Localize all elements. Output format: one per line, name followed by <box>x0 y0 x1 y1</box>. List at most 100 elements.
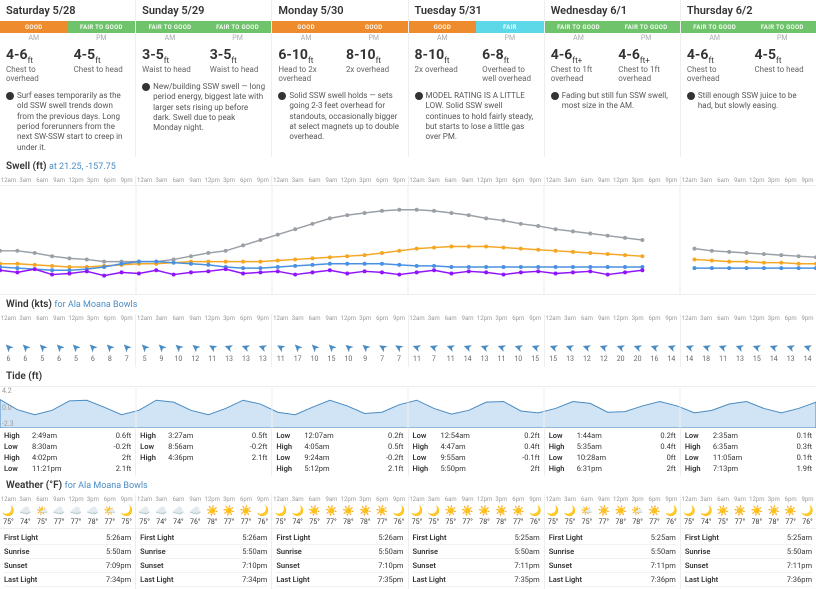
weather-cell[interactable]: 🌤️77° <box>101 506 118 526</box>
weather-cell[interactable]: 🌤️75° <box>578 506 595 526</box>
wind-cell[interactable]: ➤10 <box>306 341 323 363</box>
wind-cell[interactable]: ➤7 <box>118 341 135 363</box>
wind-cell[interactable]: ➤15 <box>748 341 765 363</box>
weather-cell[interactable]: ☀️77° <box>510 506 527 526</box>
weather-cell[interactable]: ☁️74° <box>153 506 170 526</box>
weather-cell[interactable]: 🌙75° <box>409 506 426 526</box>
wind-cell[interactable]: ➤11 <box>442 341 459 363</box>
wind-cell[interactable]: ➤5 <box>136 341 153 363</box>
wind-cell[interactable]: ➤14 <box>459 341 476 363</box>
weather-cell[interactable]: 🌙76° <box>527 506 544 526</box>
wind-cell[interactable]: ➤14 <box>799 341 816 363</box>
weather-cell[interactable]: ☀️78° <box>612 506 629 526</box>
weather-cell[interactable]: ☀️77° <box>459 506 476 526</box>
wind-cell[interactable]: ➤12 <box>187 341 204 363</box>
weather-cell[interactable]: 🌙75° <box>562 506 579 526</box>
weather-cell[interactable]: ☀️75° <box>306 506 323 526</box>
weather-cell[interactable]: ☁️78° <box>84 506 101 526</box>
wind-cell[interactable]: ➤13 <box>476 341 493 363</box>
weather-cell[interactable]: ☁️77° <box>68 506 85 526</box>
weather-cell[interactable]: ☁️74° <box>17 506 34 526</box>
weather-cell[interactable]: ☁️76° <box>187 506 204 526</box>
weather-cell[interactable]: 🌙75° <box>681 506 698 526</box>
tide-chart[interactable]: 4.20.0-2.3 <box>0 386 816 428</box>
wind-cell[interactable]: ➤6 <box>0 341 17 363</box>
wind-cell[interactable]: ➤16 <box>646 341 663 363</box>
wind-cell[interactable]: ➤11 <box>715 341 732 363</box>
wind-cell[interactable]: ➤6 <box>84 341 101 363</box>
wind-cell[interactable]: ➤5 <box>34 341 51 363</box>
weather-cell[interactable]: 🌙74° <box>698 506 715 526</box>
wind-cell[interactable]: ➤9 <box>153 341 170 363</box>
swell-chart[interactable] <box>0 185 816 295</box>
wind-cell[interactable]: ➤13 <box>562 341 579 363</box>
weather-cell[interactable]: ☀️78° <box>765 506 782 526</box>
weather-cell[interactable]: ☁️75° <box>136 506 153 526</box>
weather-cell[interactable]: 🌙75° <box>0 506 17 526</box>
wind-cell[interactable]: ➤6 <box>51 341 68 363</box>
weather-cell[interactable]: 🌤️78° <box>629 506 646 526</box>
wind-cell[interactable]: ➤20 <box>612 341 629 363</box>
wind-cell[interactable]: ➤12 <box>595 341 612 363</box>
wind-cell[interactable]: ➤13 <box>238 341 255 363</box>
wind-cell[interactable]: ➤17 <box>289 341 306 363</box>
weather-cell[interactable]: 🌙74° <box>289 506 306 526</box>
weather-cell[interactable]: ☀️78° <box>476 506 493 526</box>
wind-arrow-icon: ➤ <box>529 340 542 355</box>
wind-cell[interactable]: ➤15 <box>323 341 340 363</box>
wind-cell[interactable]: ➤14 <box>765 341 782 363</box>
weather-cell[interactable]: ☀️77° <box>238 506 255 526</box>
weather-cell[interactable]: 🌤️75° <box>34 506 51 526</box>
weather-cell[interactable]: ☀️78° <box>493 506 510 526</box>
wind-cell[interactable]: ➤18 <box>698 341 715 363</box>
weather-cell[interactable]: ☀️78° <box>204 506 221 526</box>
wind-cell[interactable]: ➤11 <box>493 341 510 363</box>
wind-cell[interactable]: ➤7 <box>374 341 391 363</box>
wind-cell[interactable]: ➤8 <box>101 341 118 363</box>
wind-cell[interactable]: ➤11 <box>272 341 289 363</box>
weather-cell[interactable]: 🌙75° <box>425 506 442 526</box>
weather-cell[interactable]: ☀️77° <box>732 506 749 526</box>
weather-cell[interactable]: ☀️77° <box>595 506 612 526</box>
wind-cell[interactable]: ➤14 <box>663 341 680 363</box>
wind-cell[interactable]: ➤20 <box>629 341 646 363</box>
wind-cell[interactable]: ➤13 <box>254 341 271 363</box>
weather-cell[interactable]: 🌙76° <box>254 506 271 526</box>
wind-cell[interactable]: ➤14 <box>681 341 698 363</box>
weather-cell[interactable]: ☀️78° <box>357 506 374 526</box>
wind-cell[interactable]: ➤10 <box>170 341 187 363</box>
weather-cell[interactable]: ☀️77° <box>323 506 340 526</box>
weather-cell[interactable]: ☀️77° <box>221 506 238 526</box>
weather-cell[interactable]: ☁️74° <box>170 506 187 526</box>
wind-cell[interactable]: ➤13 <box>732 341 749 363</box>
wind-cell[interactable]: ➤13 <box>221 341 238 363</box>
wind-cell[interactable]: ➤11 <box>204 341 221 363</box>
weather-cell[interactable]: ☀️78° <box>340 506 357 526</box>
wind-cell[interactable]: ➤7 <box>425 341 442 363</box>
weather-cell[interactable]: 🌙75° <box>545 506 562 526</box>
weather-cell[interactable]: 🌙76° <box>391 506 408 526</box>
weather-cell[interactable]: ☁️77° <box>51 506 68 526</box>
wind-cell[interactable]: ➤15 <box>527 341 544 363</box>
weather-cell[interactable]: ☀️75° <box>442 506 459 526</box>
weather-cell[interactable]: 🌙75° <box>118 506 135 526</box>
weather-cell[interactable]: 🌙76° <box>663 506 680 526</box>
wind-cell[interactable]: ➤12 <box>578 341 595 363</box>
weather-cell[interactable]: 🌙76° <box>799 506 816 526</box>
wind-cell[interactable]: ➤15 <box>545 341 562 363</box>
wind-cell[interactable]: ➤7 <box>391 341 408 363</box>
wind-cell[interactable]: ➤9 <box>357 341 374 363</box>
wind-cell[interactable]: ➤5 <box>68 341 85 363</box>
weather-cell[interactable]: ☀️77° <box>374 506 391 526</box>
weather-cell[interactable]: ☀️77° <box>646 506 663 526</box>
wind-cell[interactable]: ➤13 <box>782 341 799 363</box>
wind-cell[interactable]: ➤11 <box>409 341 426 363</box>
weather-cell[interactable]: ☀️78° <box>748 506 765 526</box>
wind-cell[interactable]: ➤10 <box>340 341 357 363</box>
weather-cell[interactable]: 🌙75° <box>272 506 289 526</box>
hour-label: 9am <box>323 176 340 185</box>
weather-cell[interactable]: ☀️77° <box>782 506 799 526</box>
wind-cell[interactable]: ➤6 <box>17 341 34 363</box>
weather-cell[interactable]: ☀️75° <box>715 506 732 526</box>
wind-cell[interactable]: ➤10 <box>510 341 527 363</box>
